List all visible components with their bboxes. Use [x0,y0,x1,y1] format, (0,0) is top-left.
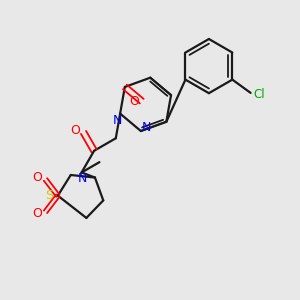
Text: O: O [32,172,42,184]
Text: O: O [70,124,80,137]
Text: O: O [32,207,42,220]
Text: S: S [46,189,54,202]
Text: N: N [78,172,87,185]
Text: N: N [142,121,151,134]
Text: N: N [113,114,122,127]
Text: O: O [130,94,139,108]
Text: Cl: Cl [253,88,265,101]
